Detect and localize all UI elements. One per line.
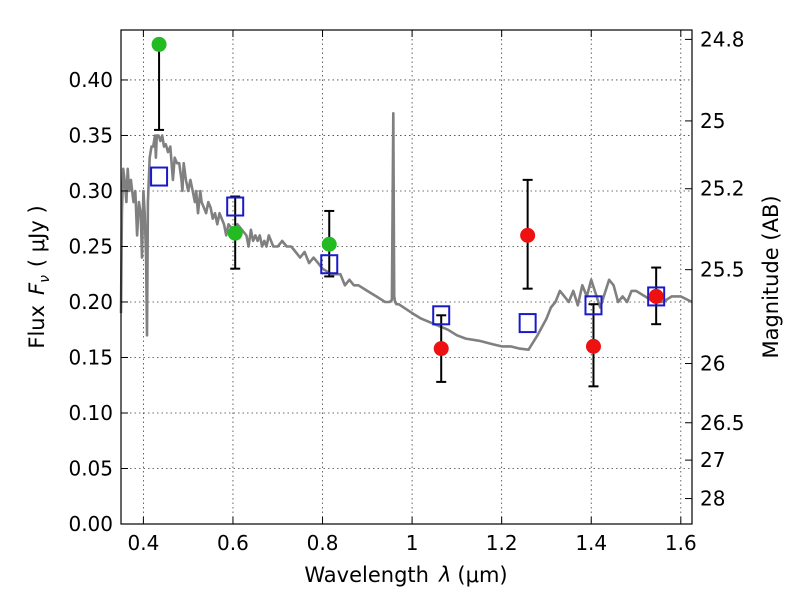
synthetic-square-marker [150, 166, 169, 187]
plot-frame [120, 29, 693, 525]
grid [121, 30, 692, 525]
y2-tick-label: 27 [700, 448, 725, 472]
synthetic-square-marker [320, 254, 339, 275]
y-tick-label: 0.25 [68, 234, 113, 258]
x-tick-label: 0.6 [217, 531, 249, 555]
nir-point-marker [433, 341, 449, 357]
x-tick-label: 1 [406, 531, 419, 555]
y-tick-label: 0.20 [68, 290, 113, 314]
model-spectrum-layer [119, 112, 693, 352]
x-tick-label: 0.4 [127, 531, 159, 555]
y2-tick-label: 25.5 [700, 258, 745, 282]
y-tick-label: 0.05 [68, 456, 113, 480]
synthetic-square-marker [226, 196, 245, 217]
y-tick-label: 0.30 [68, 179, 113, 203]
y-tick-label: 0.10 [68, 401, 113, 425]
x-tick-label: 1.6 [665, 531, 697, 555]
y-axis-label-text: Flux [25, 305, 49, 349]
y2-tick-label: 24.8 [700, 27, 745, 51]
y2-tick-label: 26 [700, 352, 725, 376]
x-axis-label-symbol: λ [438, 563, 451, 587]
data-markers [150, 36, 666, 357]
synthetic-square-marker [584, 295, 603, 316]
y-axis-label-unit: ( μJy ) [25, 205, 49, 267]
detected-point-marker [321, 236, 337, 252]
y2-tick-label: 26.5 [700, 411, 745, 435]
x-axis-label: Wavelength λ (μm) [304, 563, 507, 587]
synthetic-square-marker [432, 305, 451, 326]
model-spectrum-line [119, 112, 693, 352]
x-axis-label-text: Wavelength [304, 563, 429, 587]
y-tick-label: 0.35 [68, 123, 113, 147]
y-axis-label: Flux Fν ( μJy ) [25, 205, 53, 348]
y2-axis-label: Magnitude (AB) [759, 195, 783, 358]
y-tick-label: 0.00 [68, 512, 113, 536]
x-tick-label: 0.8 [307, 531, 339, 555]
nir-point-marker [520, 227, 536, 243]
y-axis-label-subscript: ν [37, 275, 53, 283]
y2-tick-label: 25.2 [700, 177, 745, 201]
synthetic-square-marker [518, 313, 537, 334]
y-axis-label-symbol: F [25, 282, 49, 295]
y2-tick-label: 25 [700, 109, 725, 133]
nir-point-marker [585, 338, 601, 354]
synthetic-square-marker [647, 286, 666, 307]
x-tick-label: 1.2 [486, 531, 518, 555]
y-tick-label: 0.40 [68, 68, 113, 92]
ticks [121, 30, 692, 525]
y-tick-label: 0.15 [68, 345, 113, 369]
tick-labels: 0.4 0.6 0.8 1 1.2 1.4 1.6 0.00 0.05 0.10 0.15 0.20 0… [68, 27, 744, 555]
x-tick-label: 1.4 [575, 531, 607, 555]
x-axis-label-unit: (μm) [457, 563, 507, 587]
detected-point-marker [227, 225, 243, 241]
nir-point-marker [648, 288, 664, 304]
y2-tick-label: 28 [700, 487, 725, 511]
detected-point-marker [151, 36, 167, 52]
